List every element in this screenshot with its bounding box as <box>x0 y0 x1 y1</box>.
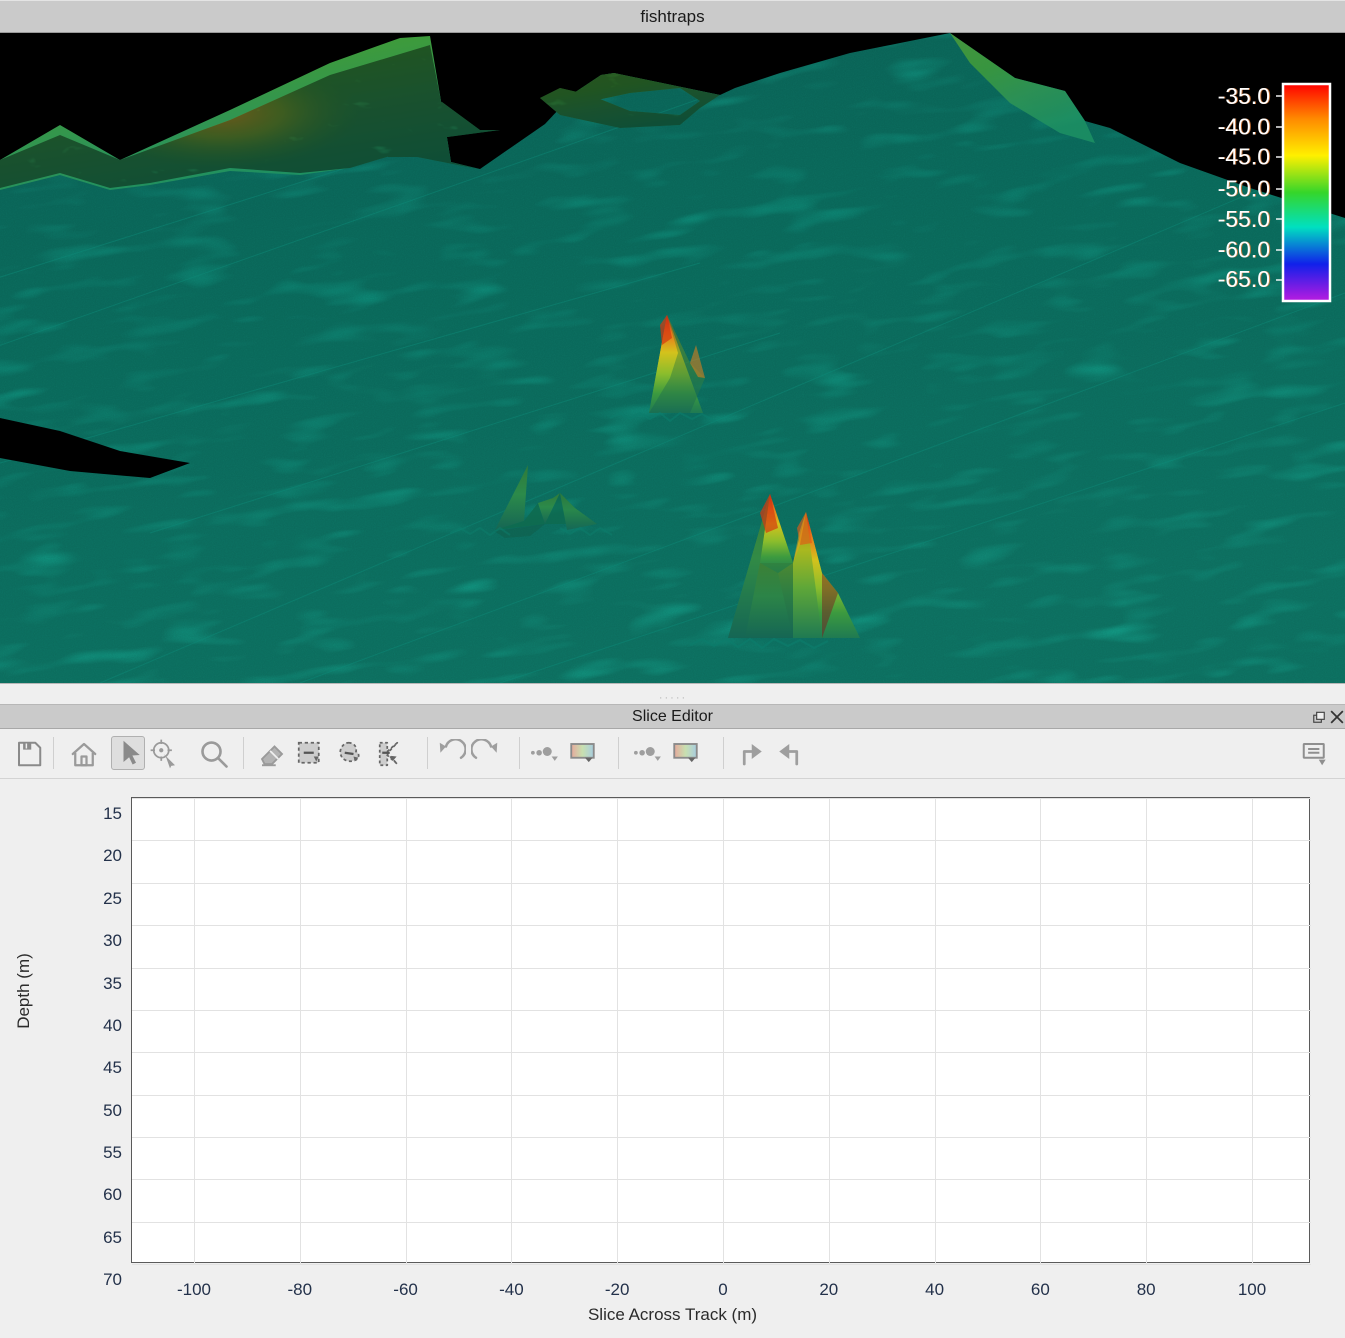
svg-text:-35.0: -35.0 <box>1218 83 1270 109</box>
svg-text:-40.0: -40.0 <box>1218 114 1270 140</box>
svg-text:-55.0: -55.0 <box>1218 206 1270 232</box>
svg-text:-60.0: -60.0 <box>1218 237 1270 263</box>
svg-text:-50.0: -50.0 <box>1218 176 1270 202</box>
svg-text:-45.0: -45.0 <box>1218 144 1270 170</box>
svg-text:-65.0: -65.0 <box>1218 266 1270 292</box>
